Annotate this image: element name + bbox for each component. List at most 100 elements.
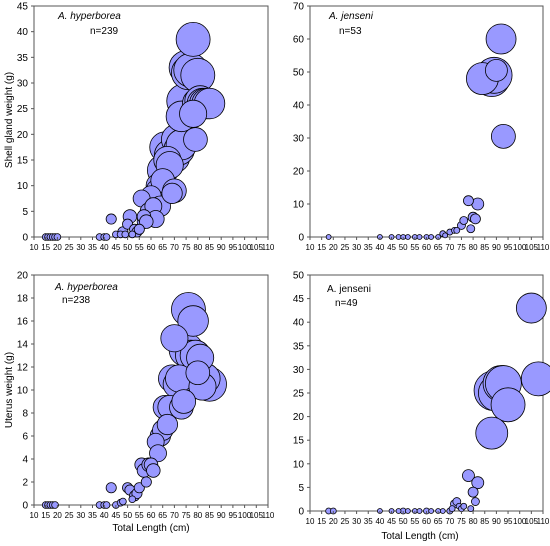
sample-size: n=49 xyxy=(335,298,358,309)
x-tick-label: 15 xyxy=(317,243,326,252)
data-bubble xyxy=(471,476,485,490)
x-tick-label: 50 xyxy=(123,243,132,252)
data-bubble xyxy=(179,99,208,128)
data-bubble xyxy=(102,233,111,241)
x-axis: 10 15 20 25 30 35 40 45 50 55 60 65 70 75 80 85 90 95 1001… xyxy=(306,511,550,526)
x-tick-label: 65 xyxy=(158,511,167,520)
data-bubble xyxy=(466,224,476,234)
data-bubble xyxy=(149,444,167,463)
x-tick-label: 90 xyxy=(492,517,501,526)
x-tick-label: 85 xyxy=(205,511,214,520)
x-tick-label: 15 xyxy=(317,517,326,526)
sample-size: n=239 xyxy=(90,26,119,37)
data-bubble xyxy=(428,234,435,240)
data-bubble xyxy=(463,195,474,207)
x-tick-label: 30 xyxy=(76,511,85,520)
y-tick-label: 30 xyxy=(293,134,305,145)
y-tick-label: 10 xyxy=(293,459,305,470)
x-tick-label: 85 xyxy=(480,243,489,252)
x-tick-label: 80 xyxy=(193,243,202,252)
x-tick-label: 100 xyxy=(238,511,252,520)
y-tick-label: 50 xyxy=(293,68,305,79)
data-bubble xyxy=(395,234,402,240)
x-tick-label: 105 xyxy=(250,243,264,252)
data-bubble xyxy=(416,508,423,514)
x-tick-label: 15 xyxy=(41,511,50,520)
data-bubble xyxy=(121,230,130,239)
panel-title: A. hyperborea xyxy=(57,11,121,22)
data-bubble xyxy=(102,501,111,509)
x-tick-label: 45 xyxy=(111,511,120,520)
data-bubble xyxy=(460,502,468,510)
y-tick-label: 2 xyxy=(22,478,28,489)
y-axis: 0 10 20 30 40 50 60 70 xyxy=(293,2,310,244)
x-tick-label: 45 xyxy=(111,243,120,252)
y-tick-label: 40 xyxy=(293,101,305,112)
y-tick-label: 15 xyxy=(293,436,305,447)
x-axis-label: Total Length (cm) xyxy=(381,531,458,542)
x-tick-label: 95 xyxy=(504,517,513,526)
x-tick-label: 90 xyxy=(217,511,226,520)
x-tick-label: 10 xyxy=(30,511,39,520)
y-tick-label: 6 xyxy=(22,432,28,443)
y-axis: 0 5 10 15 20 25 30 35 40 45 xyxy=(17,2,34,244)
x-tick-label: 80 xyxy=(193,511,202,520)
data-bubble xyxy=(119,497,127,506)
x-tick-label: 40 xyxy=(100,511,109,520)
x-tick-label: 70 xyxy=(170,511,179,520)
x-tick-label: 20 xyxy=(53,243,62,252)
x-tick-label: 75 xyxy=(457,243,466,252)
y-tick-label: 5 xyxy=(22,207,28,218)
x-tick-label: 60 xyxy=(147,243,156,252)
x-tick-label: 80 xyxy=(469,517,478,526)
x-tick-label: 110 xyxy=(262,511,275,520)
data-bubble xyxy=(462,469,475,483)
x-tick-label: 35 xyxy=(364,517,373,526)
y-tick-label: 16 xyxy=(17,317,29,328)
y-tick-label: 10 xyxy=(293,200,305,211)
y-tick-label: 60 xyxy=(293,35,305,46)
y-tick-label: 45 xyxy=(17,2,29,13)
data-bubble xyxy=(175,21,211,57)
y-tick-label: 0 xyxy=(298,233,304,244)
sample-size: n=53 xyxy=(339,26,362,37)
x-tick-label: 100 xyxy=(513,243,527,252)
x-tick-label: 45 xyxy=(387,517,396,526)
x-tick-label: 50 xyxy=(123,511,132,520)
data-bubble xyxy=(459,216,469,225)
panel-title: A. jenseni xyxy=(328,11,374,22)
data-bubble xyxy=(160,324,189,353)
x-tick-label: 20 xyxy=(329,517,338,526)
data-bubble xyxy=(171,389,197,414)
bubbles xyxy=(325,292,550,515)
x-axis: 10 15 20 25 30 35 40 45 50 55 60 65 70 75 80 85 90 95 1001… xyxy=(30,505,275,520)
data-bubble xyxy=(467,505,475,513)
data-bubble xyxy=(448,505,456,513)
x-tick-label: 20 xyxy=(329,243,338,252)
x-tick-label: 65 xyxy=(434,243,443,252)
x-tick-label: 10 xyxy=(306,243,315,252)
bubbles xyxy=(325,23,517,240)
data-bubble xyxy=(453,226,461,234)
x-tick-label: 25 xyxy=(340,517,349,526)
x-tick-label: 95 xyxy=(228,511,237,520)
x-tick-label: 75 xyxy=(182,243,191,252)
y-tick-label: 20 xyxy=(293,412,305,423)
x-tick-label: 25 xyxy=(340,243,349,252)
data-bubble xyxy=(442,232,449,239)
data-bubble xyxy=(105,482,117,494)
x-tick-label: 55 xyxy=(135,511,144,520)
x-tick-label: 85 xyxy=(480,517,489,526)
data-bubble xyxy=(161,182,183,204)
y-tick-label: 25 xyxy=(17,104,29,115)
y-tick-label: 15 xyxy=(17,156,29,167)
data-bubble xyxy=(416,234,423,240)
y-tick-label: 0 xyxy=(298,507,304,518)
data-bubble xyxy=(404,234,411,240)
x-tick-label: 20 xyxy=(53,511,62,520)
x-tick-label: 90 xyxy=(217,243,226,252)
data-bubble xyxy=(490,387,526,423)
